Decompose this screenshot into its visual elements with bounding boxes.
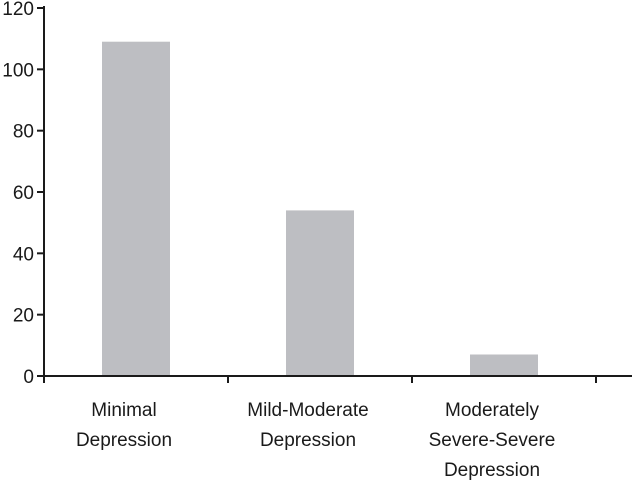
x-category-label-0-line-0: Minimal: [91, 400, 156, 421]
x-category-label-2: Moderately Severe-Severe Depression: [429, 400, 556, 481]
y-tick-label-6: 120: [2, 0, 34, 20]
y-tick-label-4: 80: [13, 122, 34, 143]
y-tick-label-3: 60: [13, 183, 34, 204]
x-category-label-0: Minimal Depression: [76, 400, 172, 451]
y-tick-label-2: 40: [13, 244, 34, 265]
x-category-label-2-line-1: Severe-Severe: [429, 430, 556, 451]
y-tick-label-1: 20: [13, 306, 34, 327]
bar-1: [286, 210, 354, 376]
x-category-label-0-line-1: Depression: [76, 430, 172, 451]
x-category-label-1-line-1: Depression: [260, 430, 356, 451]
y-tick-label-0: 0: [23, 367, 34, 388]
x-labels-group: Minimal Depression Mild-Moderate Depression…: [76, 400, 555, 481]
bars-group: [102, 41, 538, 376]
x-category-label-2-line-0: Moderately: [445, 400, 539, 421]
bar-0: [102, 41, 170, 376]
bar-2: [470, 354, 538, 376]
x-ticks-group: [43, 376, 597, 383]
x-category-label-2-line-2: Depression: [444, 460, 540, 481]
x-category-label-1-line-0: Mild-Moderate: [247, 400, 368, 421]
x-category-label-1: Mild-Moderate Depression: [247, 400, 368, 451]
y-ticks-group: 0 20 40 60 80 100 120: [2, 0, 44, 388]
y-tick-label-5: 100: [2, 60, 34, 81]
